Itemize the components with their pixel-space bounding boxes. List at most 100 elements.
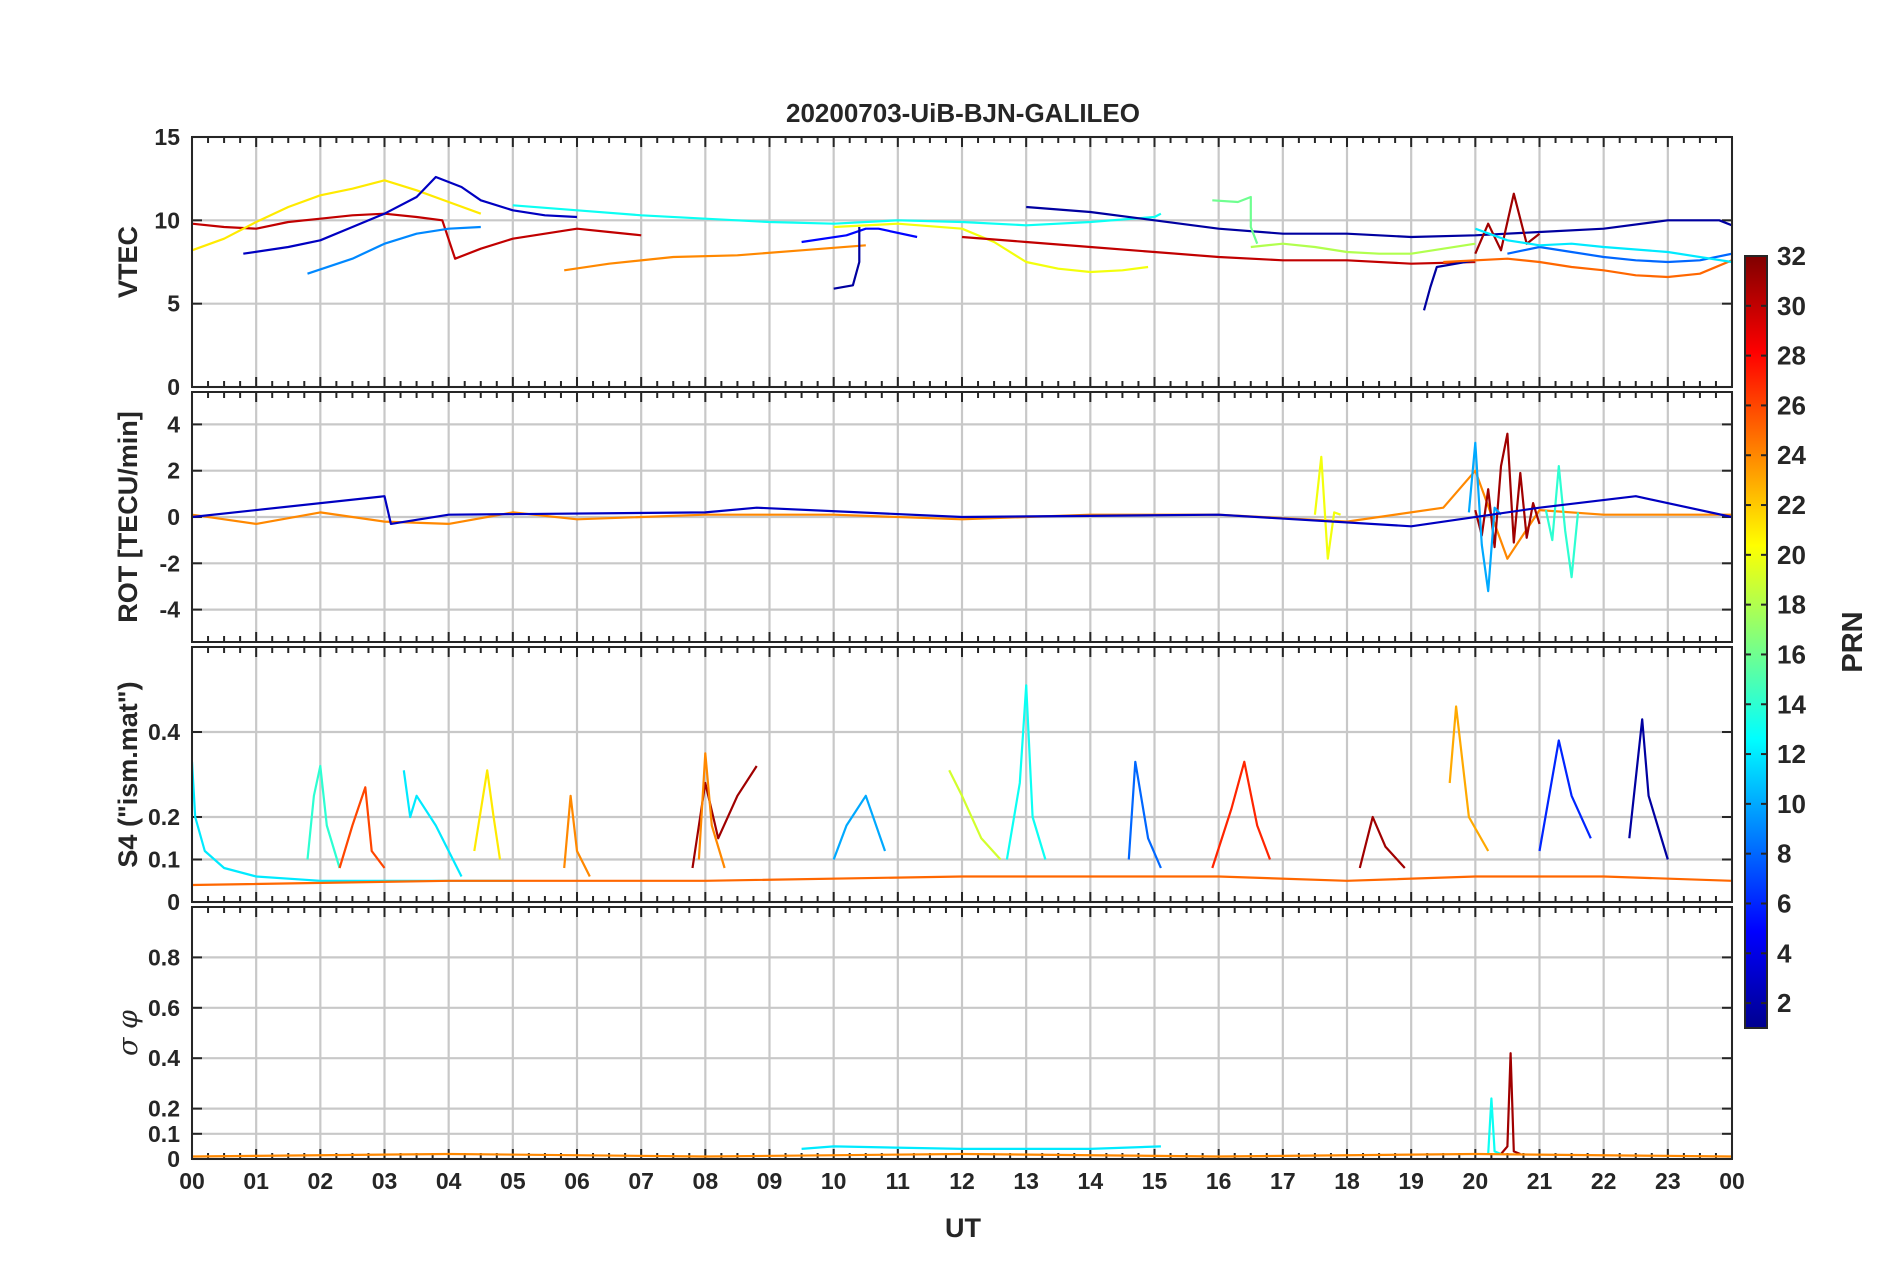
colorbar-frame [1744, 255, 1768, 1029]
x-tick-label: 01 [243, 1168, 269, 1194]
series-prn-20 [833, 222, 1149, 274]
y-tick-label: 10 [154, 207, 180, 233]
series-prn-24 [563, 794, 591, 877]
colorbar-tick-label: 16 [1777, 639, 1806, 669]
x-tick-label: 11 [886, 1168, 911, 1194]
x-tick-labels: 00 01 02 03 04 05 06 07 08 09 10 11 12 13 14 15 16 17 18 19… [179, 1168, 1745, 1194]
colorbar-tick-label: 22 [1777, 490, 1806, 520]
x-tick-label: 20 [1463, 1168, 1489, 1194]
series-prn-24 [564, 244, 866, 272]
y-tick-label: 0.1 [148, 847, 180, 873]
panel-sigma_phi: 00.10.2 0.4 0.6 0.8 σ φ [113, 906, 1734, 1172]
chart-title: 20200703-UiB-BJN-GALILEO [786, 98, 1140, 128]
x-tick-label: 09 [757, 1168, 783, 1194]
series-prn-8 [1507, 245, 1732, 264]
colorbar-tick-label: 30 [1777, 291, 1806, 321]
colorbar-tick-label: 20 [1777, 540, 1806, 570]
series-prn-24 [192, 469, 1732, 560]
series-prn-24 [192, 1152, 1732, 1158]
colorbar-tick-label: 10 [1777, 789, 1806, 819]
panel-s4: 0 0.1 0.2 0.4S4 ("ism.mat") [113, 646, 1734, 915]
colorbar-tick-label: 28 [1777, 341, 1806, 371]
x-tick-label: 21 [1527, 1168, 1553, 1194]
series-prn-24 [697, 752, 726, 869]
series-group [192, 175, 1732, 311]
x-tick-label: 16 [1206, 1168, 1232, 1194]
y-axis-title: VTEC [113, 226, 143, 298]
series-prn-9 [307, 225, 481, 275]
series-prn-18 [1250, 242, 1476, 255]
y-tick-label: 0.2 [148, 804, 180, 830]
colorbar-tick-label: 18 [1777, 590, 1806, 620]
x-tick-label: 23 [1655, 1168, 1681, 1194]
y-tick-label: 0 [167, 889, 180, 915]
series-prn-16 [1212, 195, 1259, 245]
series-prn-13 [512, 204, 1162, 227]
x-tick-label: 19 [1398, 1168, 1424, 1194]
series-prn-5 [801, 227, 918, 244]
y-tick-label: 0.6 [148, 995, 180, 1021]
colorbar-tick-label: 24 [1777, 440, 1806, 470]
series-prn-14 [1544, 465, 1580, 579]
x-tick-label: 00 [179, 1168, 205, 1194]
series-prn-19 [948, 769, 1002, 861]
x-tick-label: 17 [1270, 1168, 1296, 1194]
colorbar-tick-label: 12 [1777, 739, 1806, 769]
series-prn-20 [1313, 455, 1341, 560]
colorbar-tick-label: 26 [1777, 390, 1806, 420]
x-tick-label: 06 [564, 1168, 590, 1194]
series-prn-21 [473, 769, 502, 860]
series-prn-3 [243, 175, 578, 255]
y-tick-label: 4 [167, 411, 180, 437]
colorbar-tick-label: 6 [1777, 888, 1791, 918]
colorbar-tick-label: 4 [1777, 938, 1792, 968]
series-prn-30 [192, 212, 642, 260]
x-tick-label: 13 [1013, 1168, 1039, 1194]
series-prn-31 [1474, 192, 1541, 255]
series-prn-12 [192, 761, 513, 882]
y-tick-label: 15 [154, 124, 180, 150]
series-prn-30 [961, 235, 1476, 265]
colorbar-tick-label: 8 [1777, 839, 1791, 869]
y-axis-title: ROT [TECU/min] [113, 411, 143, 622]
y-tick-label: 0.8 [148, 944, 180, 970]
series-prn-2 [1026, 205, 1732, 239]
series-prn-12 [402, 770, 463, 877]
y-tick-label: 0 [167, 374, 180, 400]
colorbar-label: PRN [1837, 611, 1869, 672]
panel-frame [191, 136, 1733, 388]
series-prn-2 [1422, 259, 1476, 311]
y-tick-label: 0.4 [148, 1045, 180, 1071]
series-prn-23 [1448, 705, 1490, 852]
colorbar-tick-label: 2 [1777, 988, 1791, 1018]
x-tick-label: 22 [1591, 1168, 1617, 1194]
colorbar-gradient [1745, 256, 1767, 1028]
x-tick-label: 12 [949, 1168, 975, 1194]
panel-frame [191, 391, 1733, 643]
panel-vtec: 0 5 10 15 VTEC [113, 124, 1734, 400]
y-tick-label: 0.1 [148, 1121, 180, 1147]
series-group [192, 432, 1732, 593]
x-tick-label: 03 [372, 1168, 398, 1194]
y-tick-label: 5 [167, 291, 180, 317]
y-tick-label: 0.2 [148, 1096, 180, 1122]
series-group [192, 684, 1732, 887]
series-prn-2 [833, 227, 861, 290]
x-tick-label: 18 [1334, 1168, 1360, 1194]
x-tick-label: 05 [500, 1168, 526, 1194]
y-tick-label: -2 [160, 550, 180, 576]
colorbar-tick-label: 14 [1777, 689, 1806, 719]
series-prn-8 [1127, 760, 1162, 869]
x-axis-title: UT [945, 1213, 981, 1243]
colorbar-tick-label: 32 [1777, 241, 1806, 271]
series-prn-10 [1467, 441, 1502, 593]
series-prn-27 [1211, 760, 1272, 869]
x-tick-label: 07 [628, 1168, 654, 1194]
series-prn-26 [338, 786, 386, 869]
panel-frame [191, 646, 1733, 903]
series-prn-12 [1474, 227, 1732, 264]
y-tick-label: 2 [167, 458, 180, 484]
series-prn-31 [1474, 432, 1541, 549]
